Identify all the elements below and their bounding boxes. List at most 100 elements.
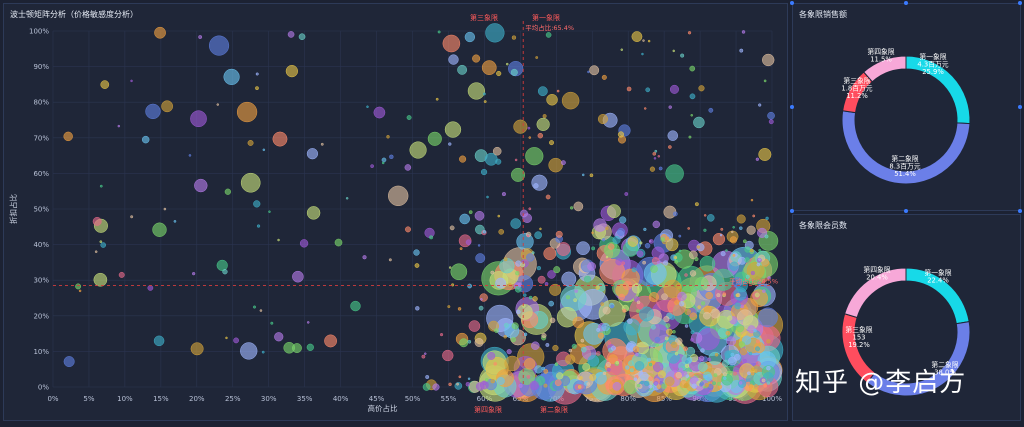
scatter-point [694, 202, 699, 207]
scatter-point [766, 365, 771, 371]
scatter-point [742, 358, 747, 364]
donut-label: 8.3百万元 [889, 163, 920, 171]
scatter-point [648, 292, 659, 303]
scatter-point [448, 382, 452, 387]
scatter-point [719, 233, 723, 237]
scatter-point [704, 383, 709, 388]
donut-label: 19.2% [848, 341, 870, 349]
scatter-panel: 波士顿矩阵分析（价格敏感度分析） 第三象限 第一象限 第四象限 第二象限 0% 5… [3, 3, 788, 421]
scatter-point [720, 227, 724, 231]
scatter-point [224, 188, 231, 195]
scatter-point [655, 343, 659, 347]
scatter-point [736, 214, 746, 224]
scatter-point [587, 355, 600, 367]
scatter-point [190, 342, 204, 356]
scatter-point [525, 147, 544, 166]
selection-handle[interactable] [1018, 105, 1022, 109]
scatter-point [465, 239, 472, 245]
scatter-point [484, 378, 489, 382]
scatter-point [729, 236, 738, 244]
scatter-point [730, 352, 735, 357]
scatter-point [654, 149, 658, 153]
scatter-point [707, 357, 712, 362]
selection-handle[interactable] [1018, 209, 1022, 213]
scatter-point [545, 194, 551, 200]
scatter-point [223, 68, 240, 85]
selection-handle[interactable] [1018, 1, 1022, 5]
scatter-point [542, 114, 547, 119]
scatter-title: 波士顿矩阵分析（价格敏感度分析） [10, 10, 138, 19]
scatter-point [467, 82, 486, 100]
scatter-point [729, 261, 739, 271]
scatter-point [669, 307, 673, 311]
scatter-point [485, 23, 505, 43]
y-tick-label: 0% [38, 384, 49, 392]
x-axis-label: 高价占比 [368, 403, 398, 413]
scatter-point [586, 382, 591, 386]
scatter-point [546, 93, 558, 106]
scatter-point [130, 79, 133, 83]
scatter-point [528, 136, 532, 139]
scatter-point [680, 53, 685, 58]
scatter-point [703, 374, 708, 379]
scatter-point [714, 352, 719, 357]
scatter-point [561, 91, 580, 110]
scatter-point [645, 87, 651, 93]
scatter-point [663, 260, 669, 266]
scatter-point [541, 332, 547, 339]
scatter-point [194, 178, 208, 193]
scatter-point [487, 351, 496, 360]
scatter-point [738, 341, 746, 348]
scatter-point [444, 121, 462, 138]
scatter-point [99, 240, 103, 244]
x-tick-label: 25% [225, 395, 241, 403]
scatter-point [253, 200, 261, 208]
y-tick-label: 20% [33, 312, 49, 320]
scatter-point [733, 353, 741, 361]
scatter-point [750, 270, 755, 276]
scatter-point [596, 351, 601, 356]
scatter-point [510, 218, 521, 229]
tab-quadrant-2[interactable]: 第二象限 [540, 406, 568, 414]
scatter-point [667, 130, 679, 141]
donut-label: 11.5% [870, 56, 892, 64]
selection-handle[interactable] [904, 1, 908, 5]
scatter-point [405, 226, 411, 233]
scatter-point [584, 275, 592, 283]
scatter-point [612, 235, 621, 245]
tab-quadrant-3[interactable]: 第三象限 [470, 14, 498, 22]
scatter-point [755, 157, 760, 161]
selection-handle[interactable] [904, 209, 908, 213]
scatter-point [514, 158, 518, 162]
donut-slice [844, 267, 907, 319]
tab-quadrant-1[interactable]: 第一象限 [532, 14, 560, 22]
selection-handle[interactable] [790, 209, 794, 213]
y-tick-label: 80% [33, 99, 49, 107]
scatter-point [545, 32, 552, 38]
donut-label: 第二象限 [891, 154, 918, 163]
scatter-point [684, 273, 688, 277]
scatter-point [750, 367, 755, 372]
scatter-point [647, 39, 651, 43]
scatter-point [726, 336, 737, 346]
selection-handle[interactable] [790, 105, 794, 109]
scatter-point [569, 206, 574, 210]
scatter-point [560, 160, 566, 166]
selection-handle[interactable] [790, 1, 794, 5]
scatter-point [554, 362, 559, 366]
scatter-point [464, 31, 476, 43]
scatter-point [755, 339, 760, 344]
scatter-point [553, 266, 561, 274]
sales-donut-title: 各象限销售额 [799, 10, 847, 19]
scatter-point [447, 305, 451, 309]
scatter-point [259, 309, 263, 312]
scatter-point [626, 86, 632, 92]
x-tick-label: 100% [762, 395, 782, 403]
tab-quadrant-4[interactable]: 第四象限 [474, 406, 502, 414]
scatter-point [533, 183, 539, 189]
scatter-point [216, 103, 220, 106]
donut-label: 1.8百万元 [841, 85, 872, 93]
scatter-point [370, 164, 374, 168]
scatter-point [424, 352, 427, 355]
scatter-point [414, 263, 420, 268]
